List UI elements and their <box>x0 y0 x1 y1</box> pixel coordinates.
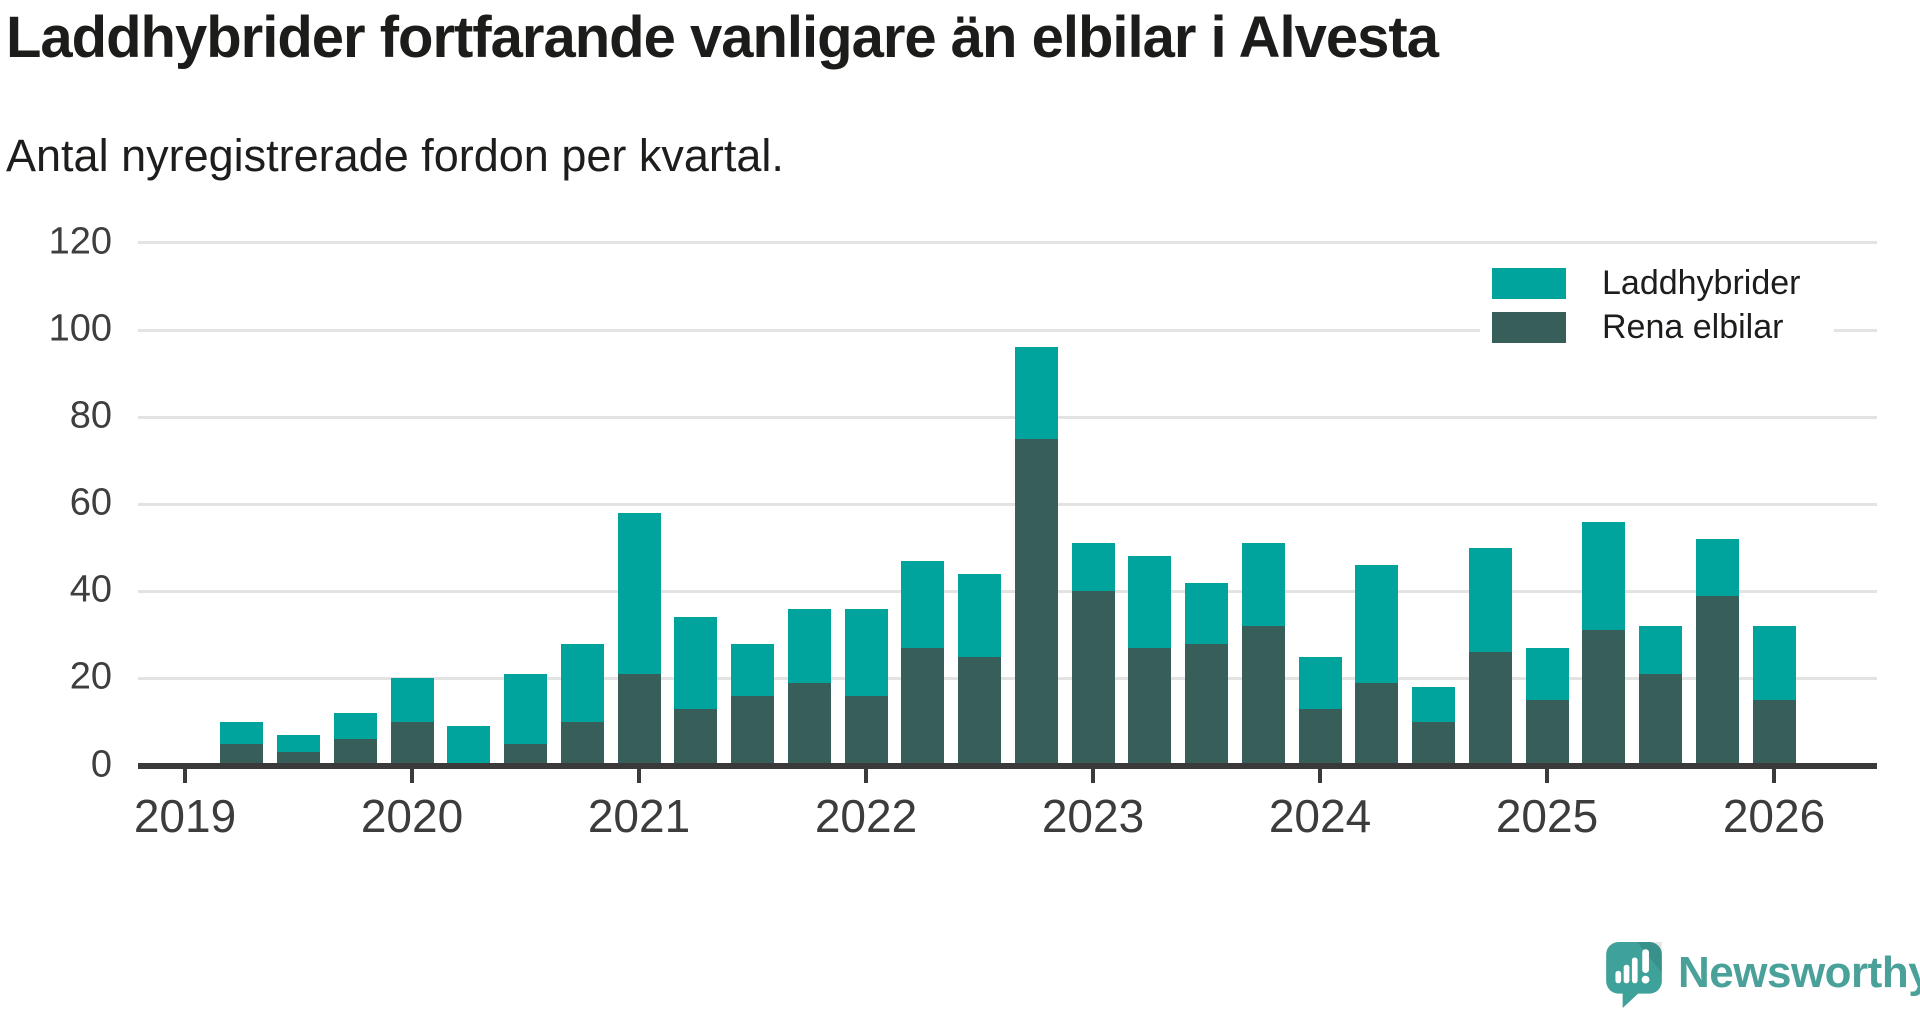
bar-2020-q2-laddhybrider <box>447 726 490 765</box>
bar-2022-q4-rena-elbilar <box>1015 439 1058 766</box>
bar-2020-q4-laddhybrider <box>561 644 604 722</box>
bar-2020-q3-laddhybrider <box>504 674 547 744</box>
bar-2020-q1-rena-elbilar <box>391 722 434 766</box>
x-axis-tick-2019 <box>183 763 188 783</box>
x-axis-tick-2025 <box>1545 763 1550 783</box>
bar-2024-q2-rena-elbilar <box>1355 683 1398 766</box>
bar-2022-q3-laddhybrider <box>958 574 1001 657</box>
bar-2020-q1-laddhybrider <box>391 678 434 722</box>
y-axis-label-20: 20 <box>0 656 112 699</box>
bar-2021-q2-rena-elbilar <box>674 709 717 766</box>
bar-2021-q1-rena-elbilar <box>618 674 661 765</box>
bar-2019-q4-rena-elbilar <box>334 739 377 765</box>
bar-2023-q4-rena-elbilar <box>1242 626 1285 765</box>
y-axis-label-40: 40 <box>0 569 112 612</box>
bar-2024-q4-rena-elbilar <box>1469 652 1512 765</box>
bar-2023-q2-laddhybrider <box>1128 556 1171 647</box>
bar-2026-q1-rena-elbilar <box>1753 700 1796 765</box>
bar-2022-q1-laddhybrider <box>845 609 888 696</box>
bar-2022-q2-rena-elbilar <box>901 648 944 766</box>
bar-2025-q4-laddhybrider <box>1696 539 1739 596</box>
legend: Laddhybrider Rena elbilar <box>1480 262 1834 353</box>
bar-2019-q3-laddhybrider <box>277 735 320 752</box>
legend-label: Rena elbilar <box>1602 308 1783 347</box>
bar-2024-q4-laddhybrider <box>1469 548 1512 653</box>
bar-2021-q3-rena-elbilar <box>731 696 774 766</box>
plot-area: 0 20 40 60 80 100 120 2019 2020 2021 2022 2023 2024 2… <box>0 0 1920 1010</box>
bar-2022-q1-rena-elbilar <box>845 696 888 766</box>
bar-2022-q3-rena-elbilar <box>958 657 1001 766</box>
chart-canvas: Laddhybrider fortfarande vanligare än el… <box>0 0 1920 1010</box>
x-axis-label-2019: 2019 <box>134 789 236 843</box>
bar-2022-q4-laddhybrider <box>1015 347 1058 438</box>
newsworthy-wordmark: Newsworthy <box>1678 951 1920 1005</box>
bar-2021-q2-laddhybrider <box>674 617 717 708</box>
bar-2023-q4-laddhybrider <box>1242 543 1285 626</box>
gridline-120 <box>138 241 1877 244</box>
bar-2025-q1-rena-elbilar <box>1526 700 1569 765</box>
gridline-60 <box>138 503 1877 506</box>
legend-row-rena-elbilar: Rena elbilar <box>1492 312 1800 343</box>
bar-2024-q1-rena-elbilar <box>1299 709 1342 766</box>
y-axis-label-80: 80 <box>0 395 112 438</box>
legend-row-laddhybrider: Laddhybrider <box>1492 268 1800 299</box>
y-axis-label-100: 100 <box>0 308 112 351</box>
x-axis-label-2024: 2024 <box>1269 789 1371 843</box>
bar-2024-q3-laddhybrider <box>1412 687 1455 722</box>
x-axis-tick-2026 <box>1772 763 1777 783</box>
bar-2024-q1-laddhybrider <box>1299 657 1342 709</box>
bar-2024-q2-laddhybrider <box>1355 565 1398 683</box>
bar-2019-q4-laddhybrider <box>334 713 377 739</box>
gridline-80 <box>138 416 1877 419</box>
bar-2024-q3-rena-elbilar <box>1412 722 1455 766</box>
x-axis-tick-2022 <box>864 763 869 783</box>
x-axis-tick-2023 <box>1091 763 1096 783</box>
legend-swatch <box>1492 312 1566 343</box>
x-axis-tick-2024 <box>1318 763 1323 783</box>
bar-2021-q1-laddhybrider <box>618 513 661 674</box>
legend-label: Laddhybrider <box>1602 264 1800 303</box>
bar-2023-q3-laddhybrider <box>1185 583 1228 644</box>
x-axis-label-2026: 2026 <box>1723 789 1825 843</box>
y-axis-label-0: 0 <box>0 743 112 786</box>
bar-2025-q4-rena-elbilar <box>1696 596 1739 766</box>
bar-2023-q2-rena-elbilar <box>1128 648 1171 766</box>
bar-2025-q2-rena-elbilar <box>1582 630 1625 765</box>
y-axis-label-120: 120 <box>0 221 112 264</box>
newsworthy-bubble-chart-icon <box>1606 942 1662 1010</box>
x-axis-label-2021: 2021 <box>588 789 690 843</box>
newsworthy-logo: Newsworthy <box>1606 942 1920 1010</box>
bar-2022-q2-laddhybrider <box>901 561 944 648</box>
x-axis-label-2025: 2025 <box>1496 789 1598 843</box>
bar-2026-q1-laddhybrider <box>1753 626 1796 700</box>
bar-2021-q3-laddhybrider <box>731 644 774 696</box>
bar-2023-q1-laddhybrider <box>1072 543 1115 591</box>
bar-2023-q1-rena-elbilar <box>1072 591 1115 765</box>
x-axis-label-2020: 2020 <box>361 789 463 843</box>
bar-2025-q2-laddhybrider <box>1582 522 1625 631</box>
bar-2019-q2-laddhybrider <box>220 722 263 744</box>
legend-swatch <box>1492 268 1566 299</box>
x-axis-label-2023: 2023 <box>1042 789 1144 843</box>
bar-2023-q3-rena-elbilar <box>1185 644 1228 766</box>
bar-2025-q1-laddhybrider <box>1526 648 1569 700</box>
x-axis-tick-2021 <box>637 763 642 783</box>
bar-2020-q4-rena-elbilar <box>561 722 604 766</box>
y-axis-label-60: 60 <box>0 482 112 525</box>
bar-2025-q3-rena-elbilar <box>1639 674 1682 765</box>
x-axis-tick-2020 <box>410 763 415 783</box>
x-axis-line <box>138 763 1877 769</box>
bar-2025-q3-laddhybrider <box>1639 626 1682 674</box>
x-axis-label-2022: 2022 <box>815 789 917 843</box>
bar-2021-q4-laddhybrider <box>788 609 831 683</box>
bar-2021-q4-rena-elbilar <box>788 683 831 766</box>
